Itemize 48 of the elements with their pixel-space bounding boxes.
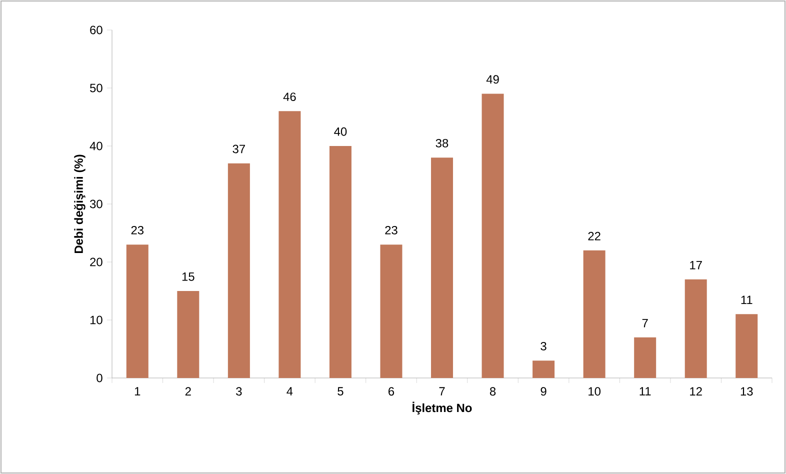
data-label: 23 <box>385 226 398 234</box>
bar <box>684 279 707 378</box>
y-tick-label: 20 <box>90 258 102 266</box>
data-label: 17 <box>690 261 702 270</box>
data-label: 15 <box>182 272 194 281</box>
x-tick-label: 7 <box>439 387 445 396</box>
bar <box>736 314 758 378</box>
y-tick-label: 30 <box>90 200 102 208</box>
bar <box>431 158 454 378</box>
y-axis-title: Debi değişimi (%) <box>74 154 86 254</box>
x-tick-label: 10 <box>588 387 600 396</box>
data-label: 23 <box>131 226 144 234</box>
y-tick-label: 60 <box>90 26 102 34</box>
y-tick-label: 40 <box>90 142 102 150</box>
x-axis-title: İşletme No <box>412 402 472 415</box>
bar <box>380 244 402 378</box>
x-tick-label: 1 <box>134 387 140 396</box>
data-label: 40 <box>334 127 347 136</box>
x-tick-label: 3 <box>236 387 242 396</box>
bar <box>482 94 504 378</box>
x-tick-label: 2 <box>185 387 191 396</box>
x-tick-label: 9 <box>540 387 546 396</box>
x-tick-label: 6 <box>388 387 394 396</box>
bar <box>278 111 301 378</box>
data-label: 11 <box>741 296 752 304</box>
bar <box>126 244 148 378</box>
x-tick-label: 11 <box>640 387 651 396</box>
y-tick-label: 10 <box>90 316 102 324</box>
x-tick-label: 13 <box>740 387 753 396</box>
data-label: 46 <box>283 92 296 102</box>
x-tick-label: 4 <box>286 387 293 396</box>
x-tick-label: 12 <box>690 387 702 396</box>
x-tick-label: 8 <box>490 387 496 396</box>
bar <box>329 146 352 378</box>
data-label: 49 <box>486 75 499 84</box>
bar <box>177 290 200 378</box>
bar <box>228 163 250 378</box>
x-tick-label: 5 <box>338 387 344 396</box>
data-label: 22 <box>588 232 600 240</box>
data-label: 38 <box>436 138 448 148</box>
bar <box>532 360 555 378</box>
y-tick-label: 0 <box>96 374 102 382</box>
data-label: 7 <box>642 319 648 328</box>
data-label: 3 <box>540 342 546 350</box>
bar <box>634 337 656 378</box>
bar <box>583 250 606 378</box>
y-tick-label: 50 <box>90 84 102 92</box>
data-label: 37 <box>232 144 245 154</box>
